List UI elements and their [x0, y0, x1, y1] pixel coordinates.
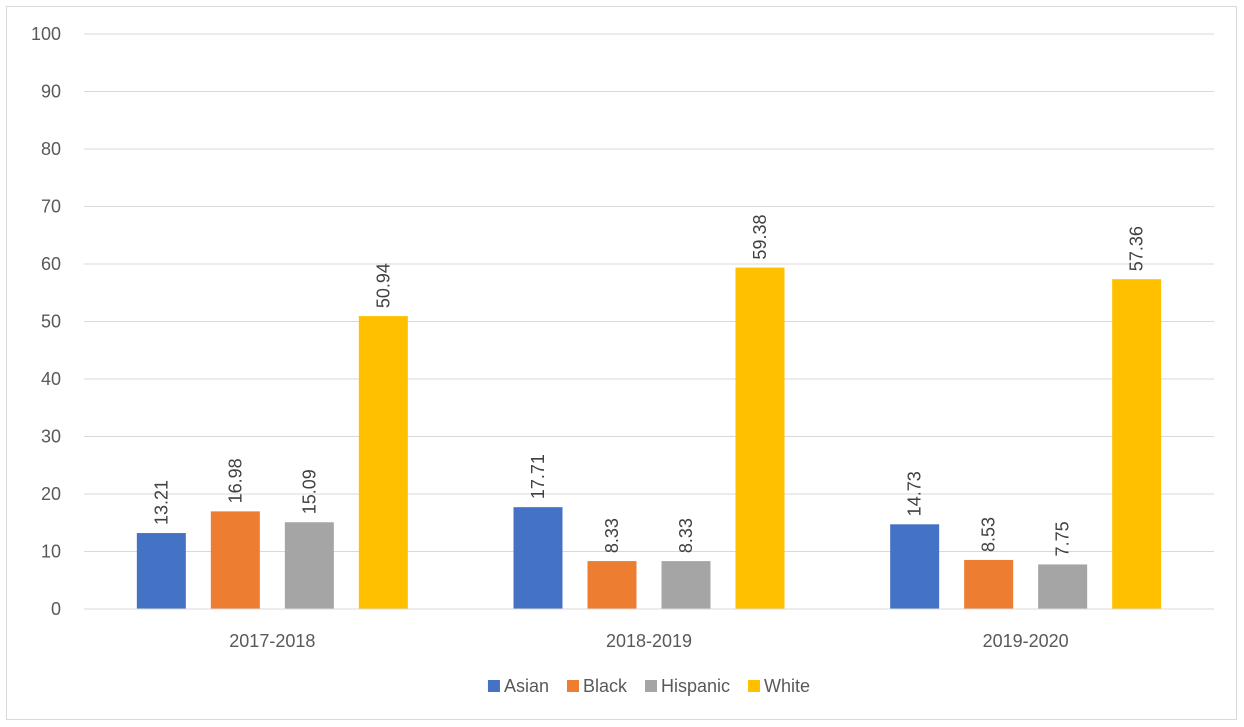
legend-swatch	[645, 680, 657, 692]
data-label: 17.71	[528, 454, 548, 499]
data-label: 8.33	[676, 518, 696, 553]
bar-hispanic	[1038, 564, 1088, 609]
data-label: 59.38	[750, 215, 770, 260]
y-tick-label: 100	[31, 24, 61, 44]
legend-swatch	[487, 680, 500, 692]
bar-white	[735, 267, 785, 609]
bar-white	[358, 316, 408, 609]
bar-white	[1112, 279, 1162, 609]
data-label: 16.98	[225, 458, 245, 503]
y-tick-label: 90	[41, 82, 61, 102]
legend: Asian Black Hispanic White	[487, 676, 810, 696]
bar-hispanic	[661, 561, 711, 609]
legend-swatch	[566, 680, 579, 692]
x-tick-label: 2018-2019	[606, 631, 692, 651]
data-labels: 13.21 16.98 15.09 50.94 17.71 8.33 8.33 59.38 14…	[151, 215, 1146, 557]
legend-item-hispanic: Hispanic	[645, 676, 730, 696]
x-tick-label: 2017-2018	[229, 631, 315, 651]
y-tick-label: 10	[41, 542, 61, 562]
bar-black	[210, 511, 260, 609]
data-label: 14.73	[905, 471, 925, 516]
legend-item-asian: Asian	[487, 676, 549, 696]
legend-item-white: White	[748, 676, 810, 696]
x-tick-label: 2019-2020	[983, 631, 1069, 651]
data-label: 8.33	[602, 518, 622, 553]
gridlines	[84, 33, 1214, 552]
y-tick-label: 70	[41, 197, 61, 217]
legend-label: Black	[583, 676, 628, 696]
data-label: 13.21	[151, 480, 171, 525]
y-tick-label: 40	[41, 369, 61, 389]
legend-swatch	[748, 680, 761, 692]
legend-label: Hispanic	[661, 676, 730, 696]
y-tick-label: 50	[41, 312, 61, 332]
bar-hispanic	[284, 522, 334, 609]
bars	[136, 267, 1162, 609]
y-tick-label: 20	[41, 484, 61, 504]
bar-asian	[890, 524, 940, 609]
legend-label: Asian	[504, 676, 549, 696]
x-axis-tick-labels: 2017-2018 2018-2019 2019-2020	[229, 631, 1068, 651]
bar-asian	[513, 507, 563, 609]
y-tick-label: 60	[41, 254, 61, 274]
data-label: 15.09	[299, 469, 319, 514]
data-label: 50.94	[373, 263, 393, 308]
data-label: 57.36	[1127, 226, 1147, 271]
y-axis-tick-labels: 0 10 20 30 40 50 60 70 80 90 100	[31, 24, 61, 619]
data-label: 8.53	[979, 517, 999, 552]
bar-black	[587, 561, 637, 609]
legend-item-black: Black	[566, 676, 628, 696]
legend-label: White	[764, 676, 810, 696]
bar-asian	[136, 533, 186, 609]
y-tick-label: 0	[51, 599, 61, 619]
y-tick-label: 30	[41, 427, 61, 447]
data-label: 7.75	[1053, 521, 1073, 556]
y-tick-label: 80	[41, 139, 61, 159]
bar-black	[964, 559, 1014, 609]
